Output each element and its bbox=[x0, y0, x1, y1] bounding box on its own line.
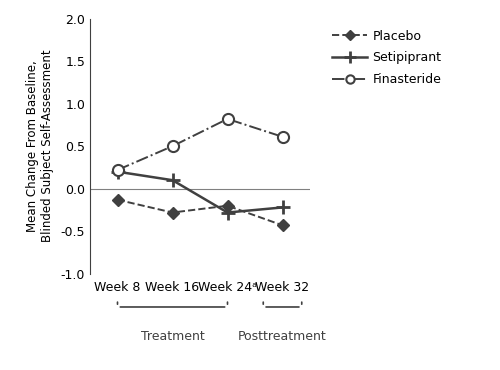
Legend: Placebo, Setipiprant, Finasteride: Placebo, Setipiprant, Finasteride bbox=[327, 25, 446, 91]
Y-axis label: Mean Change From Baseline,
Blinded Subject Self-Assessment: Mean Change From Baseline, Blinded Subje… bbox=[26, 50, 54, 242]
Text: Treatment: Treatment bbox=[140, 330, 204, 343]
Text: Posttreatment: Posttreatment bbox=[238, 330, 327, 343]
